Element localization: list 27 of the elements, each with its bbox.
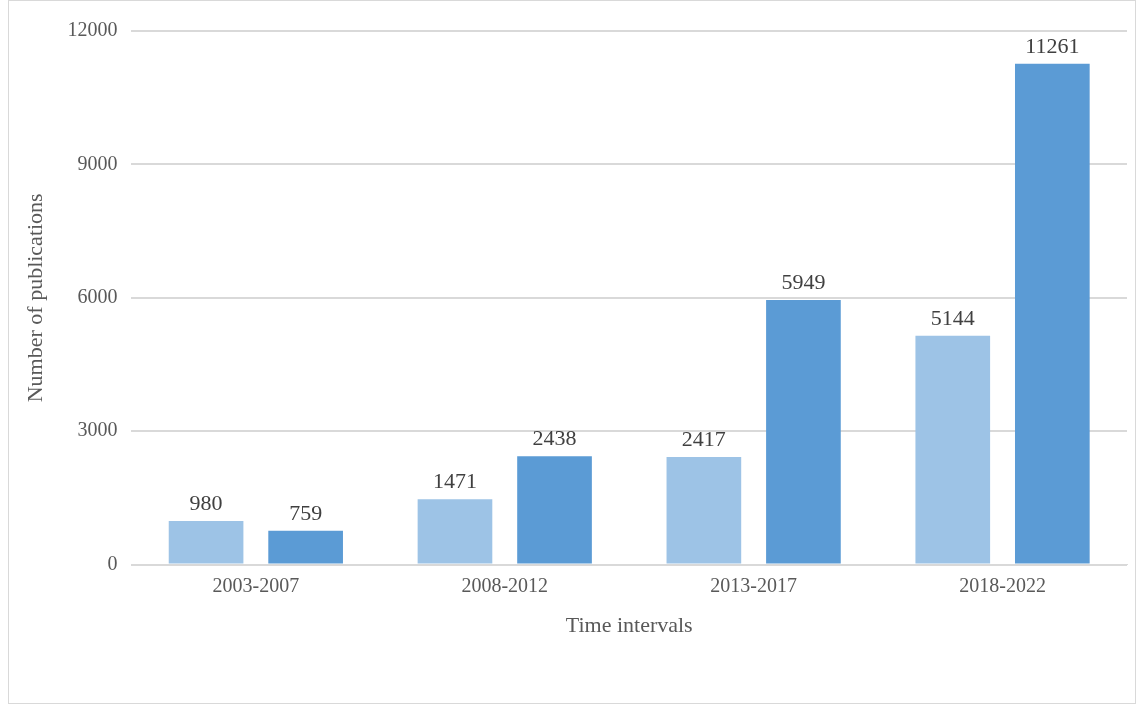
bar — [666, 457, 742, 564]
y-tick-label: 0 — [107, 551, 118, 574]
y-tick-label: 12000 — [67, 18, 118, 41]
y-tick-label: 3000 — [77, 418, 118, 441]
bar — [766, 300, 841, 564]
bar — [168, 521, 244, 564]
bar — [517, 456, 592, 564]
y-axis-title: Number of publications — [21, 193, 47, 403]
data-label: 980 — [189, 489, 223, 515]
data-label: 2417 — [681, 425, 726, 451]
x-tick-label: 2018-2022 — [959, 573, 1046, 596]
x-tick-label: 2003-2007 — [212, 573, 300, 596]
y-tick-label: 9000 — [77, 151, 118, 174]
data-label: 5949 — [781, 268, 826, 294]
data-label: 759 — [289, 499, 323, 525]
data-label: 2438 — [532, 424, 577, 450]
data-label: 1471 — [432, 467, 477, 493]
bar — [915, 335, 991, 564]
bar — [268, 530, 343, 564]
x-tick-label: 2008-2012 — [461, 573, 549, 596]
bar — [1015, 63, 1090, 564]
y-tick-label: 6000 — [77, 285, 118, 308]
x-tick-label: 2013-2017 — [710, 573, 797, 596]
bar — [417, 499, 493, 564]
data-label: 5144 — [930, 304, 975, 330]
data-label: 11261 — [1025, 32, 1080, 58]
x-axis-title: Time intervals — [565, 611, 693, 637]
